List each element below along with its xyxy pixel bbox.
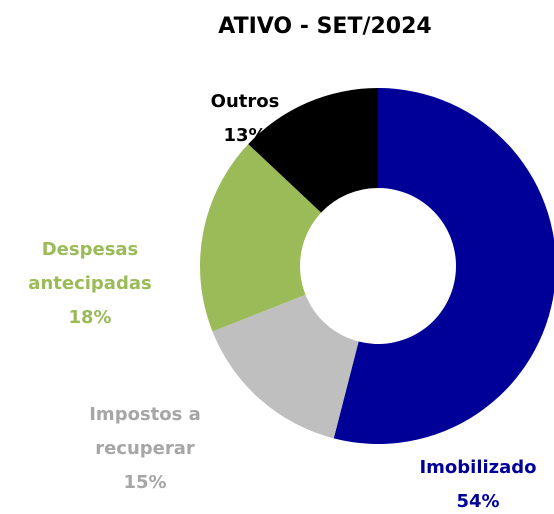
slice-value-label: 18% bbox=[68, 307, 112, 328]
slice-value-label: 15% bbox=[123, 472, 167, 493]
slice-value-label: 54% bbox=[456, 491, 500, 512]
slice-label: Impostos a recuperar bbox=[89, 404, 201, 459]
donut-slice bbox=[248, 88, 378, 213]
donut-slice bbox=[333, 88, 554, 444]
donut-slice bbox=[200, 144, 322, 332]
slice-label: Despesas antecipadas bbox=[28, 239, 152, 294]
slice-label: Imobilizado bbox=[419, 457, 537, 478]
chart-title: ATIVO - SET/2024 bbox=[218, 14, 432, 39]
slice-label: Outros bbox=[210, 91, 280, 112]
slice-value-label: 13% bbox=[223, 125, 267, 146]
donut-slice bbox=[212, 294, 359, 439]
